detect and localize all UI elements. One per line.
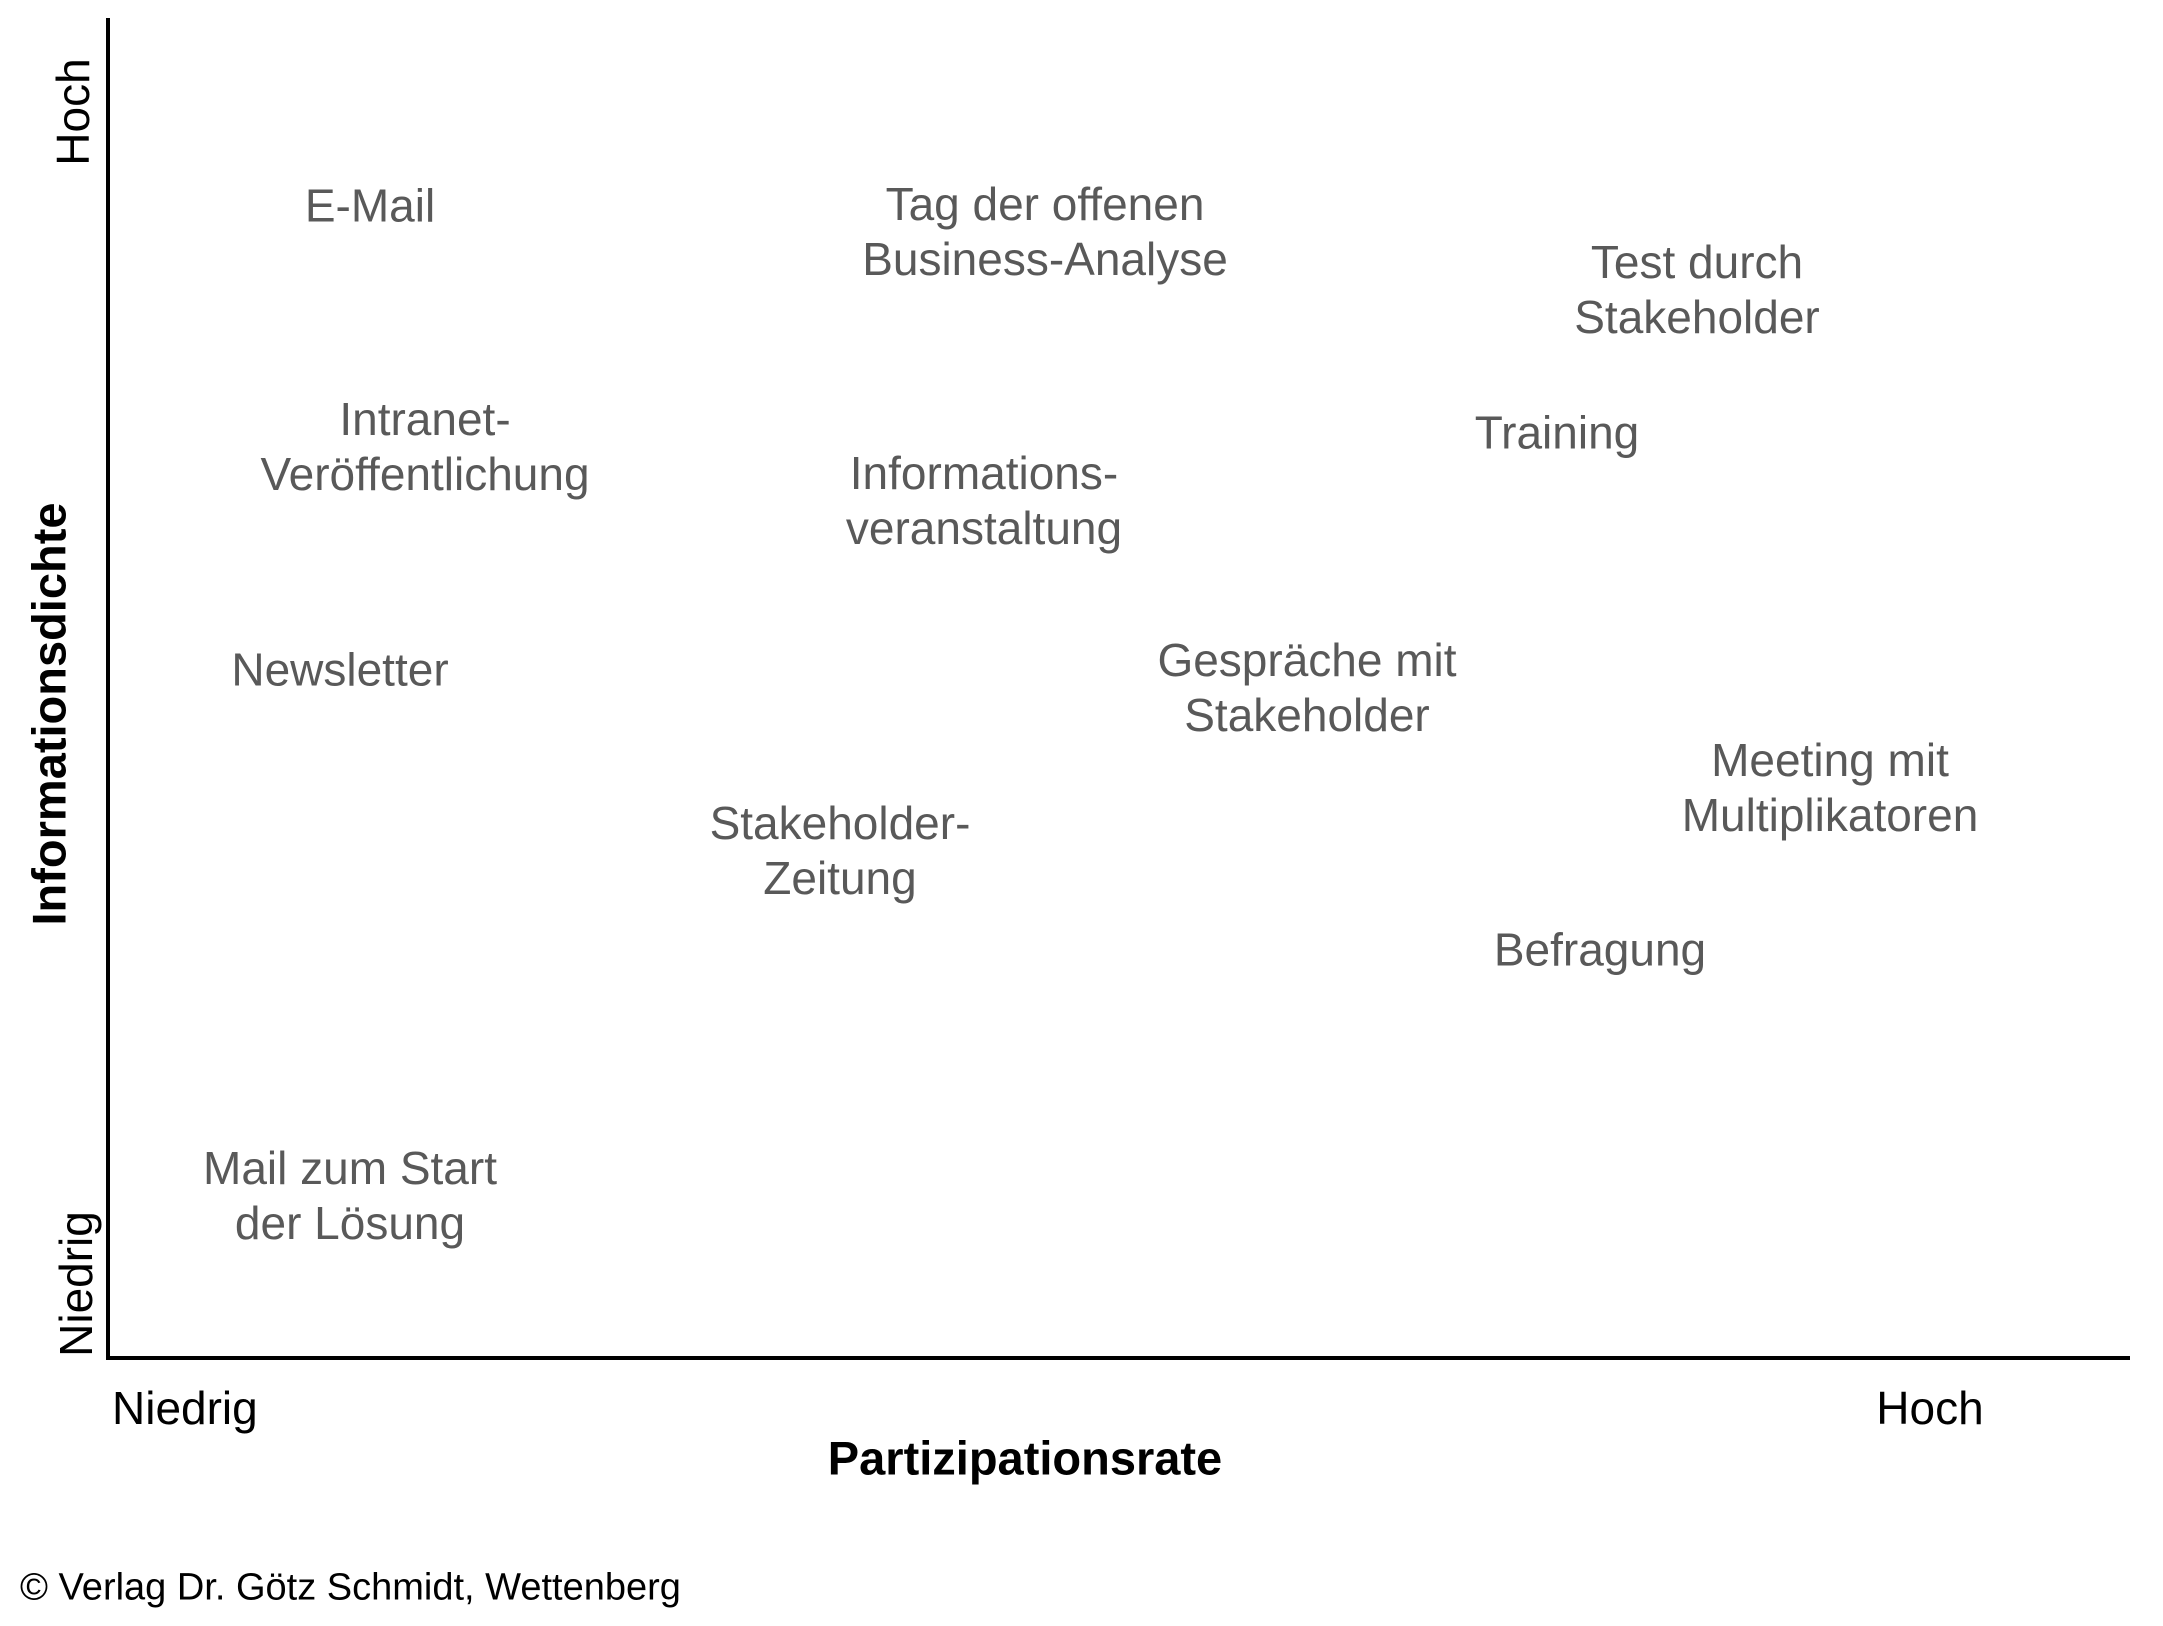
scatter-label-befragung: Befragung — [1493, 923, 1707, 976]
scatter-label-training: Training — [1474, 406, 1640, 459]
y-axis-max-label: Hoch — [47, 58, 99, 166]
scatter-label-newsletter: Newsletter — [231, 643, 449, 696]
x-axis-min-label: Niedrig — [112, 1382, 258, 1434]
x-axis-line — [106, 1356, 2130, 1360]
y-axis-line — [106, 18, 110, 1360]
scatter-label-meeting-mit-multiplikatoren: Meeting mit Multiplikatoren — [1681, 733, 1979, 841]
scatter-label-email: E-Mail — [304, 179, 436, 232]
x-axis-max-label: Hoch — [1876, 1382, 1984, 1434]
y-axis-title: Informationsdichte — [22, 502, 76, 926]
scatter-label-tag-der-offenen-business-analyse: Tag der offenen Business-Analyse — [862, 177, 1228, 285]
y-axis-min-label: Niedrig — [50, 1211, 102, 1357]
x-axis-title: Partizipationsrate — [827, 1431, 1223, 1485]
scatter-label-informationsveranstaltung: Informations- veranstaltung — [845, 446, 1123, 554]
scatter-label-intranet-veroeffentlichung: Intranet- Veröffentlichung — [260, 392, 590, 500]
copyright-text: © Verlag Dr. Götz Schmidt, Wettenberg — [20, 1566, 681, 1609]
scatter-label-test-durch-stakeholder: Test durch Stakeholder — [1574, 235, 1820, 343]
scatter-label-stakeholder-zeitung: Stakeholder- Zeitung — [709, 796, 971, 904]
scatter-label-mail-zum-start-der-loesung: Mail zum Start der Lösung — [203, 1141, 497, 1249]
scatter-label-gespraeche-mit-stakeholder: Gespräche mit Stakeholder — [1157, 633, 1457, 741]
